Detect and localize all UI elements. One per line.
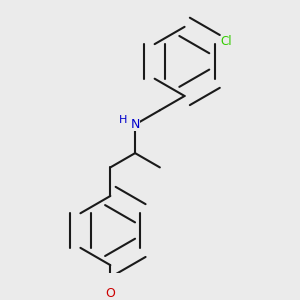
Text: O: O (105, 287, 115, 300)
Text: Cl: Cl (220, 34, 232, 48)
Text: H: H (119, 115, 128, 125)
Text: N: N (130, 118, 140, 131)
